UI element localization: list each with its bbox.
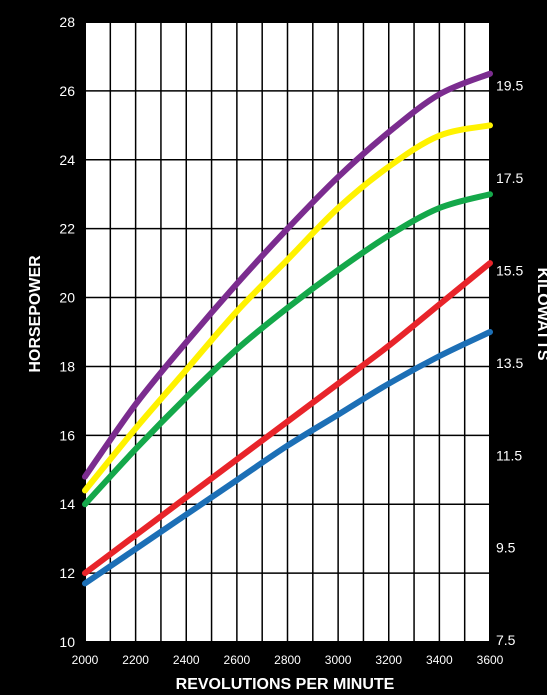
y2-tick-label: 19.5 <box>496 78 523 94</box>
x-tick-label: 2400 <box>173 653 200 667</box>
y-tick-label: 26 <box>59 83 75 99</box>
y-tick-label: 18 <box>59 358 75 374</box>
y2-tick-label: 15.5 <box>496 262 523 278</box>
y-axis-ticks: 10 12 14 16 18 20 22 24 26 28 <box>59 14 75 650</box>
x-tick-label: 3000 <box>325 653 352 667</box>
y-tick-label: 12 <box>59 565 75 581</box>
y-tick-label: 10 <box>59 634 75 650</box>
y-tick-label: 28 <box>59 14 75 30</box>
y-tick-label: 22 <box>59 221 75 237</box>
x-tick-label: 3600 <box>477 653 504 667</box>
y2-tick-label: 11.5 <box>496 447 522 463</box>
y-tick-label: 24 <box>59 152 75 168</box>
x-tick-label: 2000 <box>72 653 99 667</box>
y2-tick-label: 9.5 <box>496 540 516 556</box>
x-axis-ticks: 2000 2200 2400 2600 2800 3000 3200 3400 3600 <box>72 653 504 667</box>
x-axis-title: REVOLUTIONS PER MINUTE <box>176 676 395 693</box>
series-line-2 <box>82 260 493 577</box>
x-tick-label: 3400 <box>426 653 453 667</box>
y-tick-label: 14 <box>59 496 75 512</box>
series-line-5 <box>82 70 493 480</box>
series-layer <box>82 70 493 587</box>
x-tick-label: 3200 <box>375 653 402 667</box>
y-tick-label: 16 <box>59 427 75 443</box>
x-tick-label: 2800 <box>274 653 301 667</box>
y-tick-label: 20 <box>59 290 75 306</box>
series-line-3 <box>82 191 493 508</box>
y2-axis-title: KILOWATTS <box>534 267 547 360</box>
y2-tick-label: 17.5 <box>496 170 523 186</box>
x-tick-label: 2200 <box>122 653 149 667</box>
y2-tick-label: 7.5 <box>496 632 516 648</box>
y2-tick-label: 13.5 <box>496 355 523 371</box>
x-tick-label: 2600 <box>224 653 251 667</box>
series-line-4 <box>82 122 493 494</box>
y-axis-title: HORSEPOWER <box>27 255 44 373</box>
y2-axis-ticks: 7.5 9.5 11.5 13.5 15.5 17.5 19.5 <box>496 78 523 648</box>
series-line-1 <box>82 329 493 587</box>
